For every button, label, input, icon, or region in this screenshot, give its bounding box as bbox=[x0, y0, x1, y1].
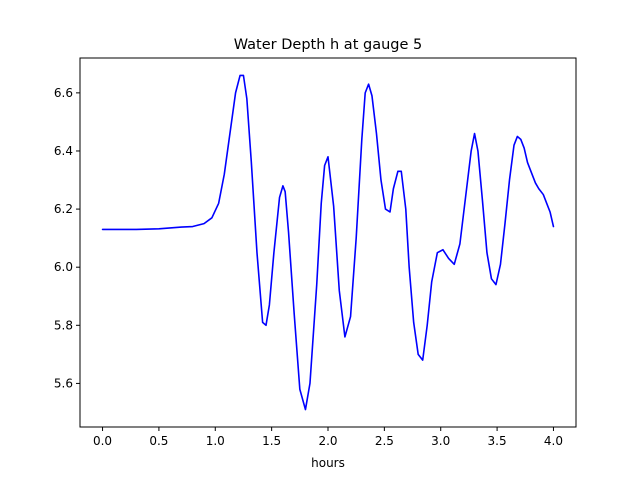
x-tick-label: 2.5 bbox=[375, 434, 394, 448]
x-tick-label: 2.0 bbox=[318, 434, 337, 448]
x-tick-label: 4.0 bbox=[544, 434, 563, 448]
plot-area bbox=[101, 74, 555, 411]
y-tick-label: 6.6 bbox=[54, 86, 73, 100]
y-tick-label: 6.0 bbox=[54, 260, 73, 274]
y-tick-label: 5.6 bbox=[54, 376, 73, 390]
x-tick-label: 1.5 bbox=[262, 434, 281, 448]
y-tick-label: 5.8 bbox=[54, 318, 73, 332]
data-line-0 bbox=[101, 74, 555, 411]
x-tick-label: 3.0 bbox=[431, 434, 450, 448]
axes: 0.0 0.5 1.0 1.5 2.0 2.5 3.0 3.5 4.0 5.6 5.8 6.0 6.2 6… bbox=[54, 57, 577, 448]
x-tick-label: 3.5 bbox=[488, 434, 507, 448]
x-tick-label: 0.0 bbox=[93, 434, 112, 448]
x-tick-label: 0.5 bbox=[149, 434, 168, 448]
x-axis-title: hours bbox=[311, 456, 345, 470]
chart-title: Water Depth h at gauge 5 bbox=[234, 37, 422, 53]
y-tick-label: 6.4 bbox=[54, 144, 73, 158]
y-tick-label: 6.2 bbox=[54, 202, 73, 216]
x-tick-label: 1.0 bbox=[206, 434, 225, 448]
